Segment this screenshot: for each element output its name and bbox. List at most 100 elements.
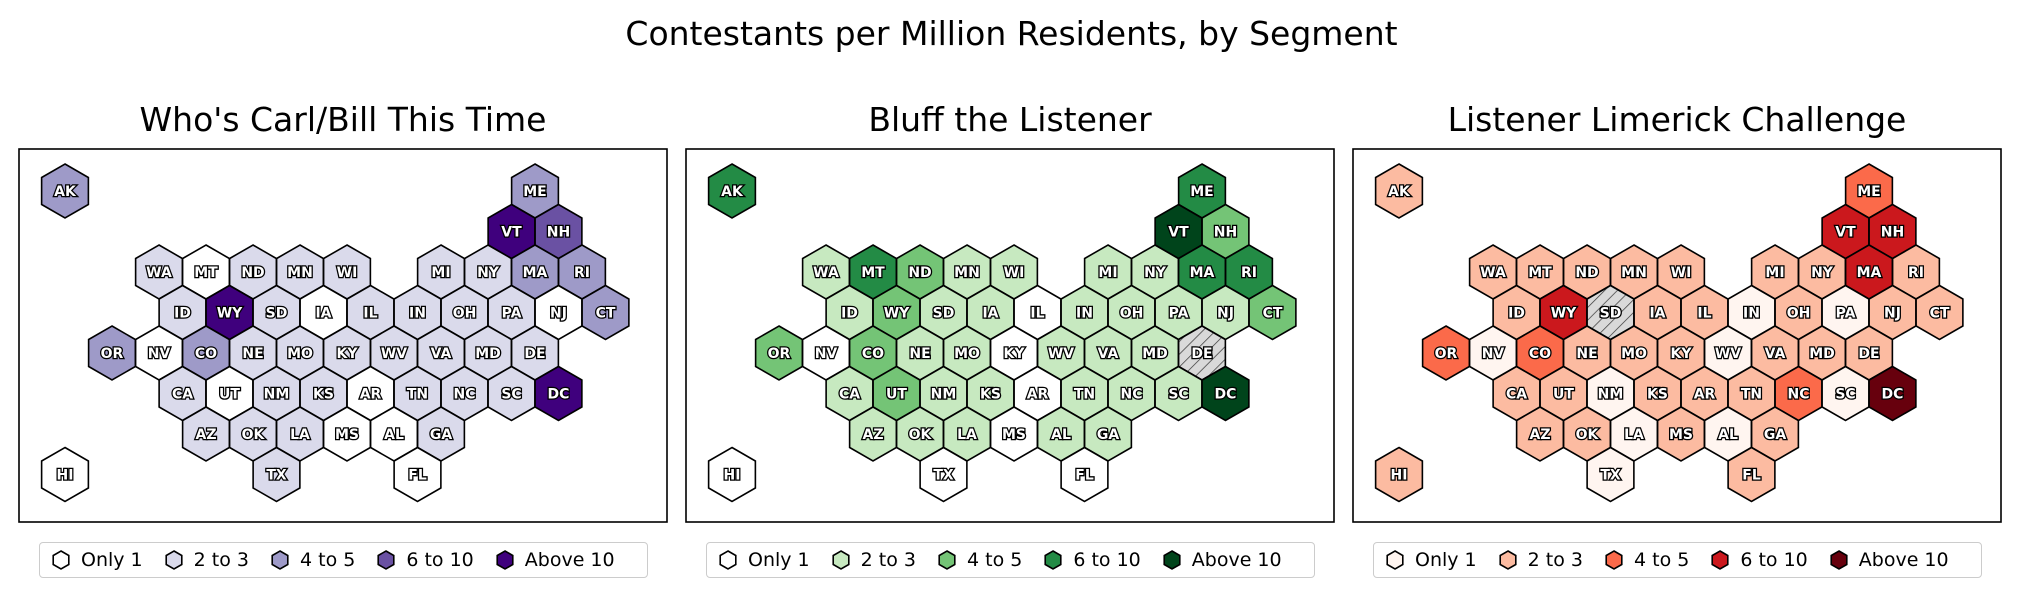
label-md-carl-bill: MD bbox=[475, 346, 501, 362]
hex-hi-carl-bill bbox=[40, 446, 90, 503]
label-ar-limerick: AR bbox=[1694, 387, 1716, 403]
label-az-bluff: AZ bbox=[863, 427, 884, 443]
hex-ct-bluff bbox=[1248, 284, 1297, 341]
legend-swatch bbox=[1044, 550, 1062, 570]
hex-dc-limerick bbox=[1868, 365, 1917, 422]
label-in-bluff: IN bbox=[1076, 306, 1093, 322]
label-tx-carl-bill: TX bbox=[266, 468, 287, 484]
label-wv-limerick: WV bbox=[1715, 346, 1741, 362]
label-wy-limerick: WY bbox=[1551, 306, 1577, 322]
label-vt-bluff: VT bbox=[1168, 225, 1189, 241]
hex-map-limerick: AK ME VT NH WA MT ND MN WI MI NY MA RI ID WY SD IA IL IN OH… bbox=[1352, 148, 2002, 523]
label-ar-bluff: AR bbox=[1027, 387, 1049, 403]
label-ga-limerick: GA bbox=[1764, 427, 1786, 443]
label-ok-carl-bill: OK bbox=[242, 427, 266, 443]
label-oh-carl-bill: OH bbox=[453, 306, 477, 322]
label-ar-carl-bill: AR bbox=[360, 387, 382, 403]
legend-label: 2 to 3 bbox=[860, 549, 916, 571]
hex-fl-limerick bbox=[1727, 446, 1776, 503]
label-hi-limerick: HI bbox=[1391, 468, 1408, 484]
label-ga-carl-bill: GA bbox=[430, 427, 452, 443]
legend-bluff: Only 1 2 to 3 4 to 5 6 to 10 Above 10 bbox=[706, 542, 1315, 578]
label-ne-carl-bill: NE bbox=[242, 346, 263, 362]
label-ks-carl-bill: KS bbox=[313, 387, 334, 403]
label-ma-bluff: MA bbox=[1190, 265, 1215, 281]
label-fl-carl-bill: FL bbox=[408, 468, 427, 484]
label-nj-carl-bill: NJ bbox=[550, 306, 567, 322]
legend-label: Above 10 bbox=[524, 549, 615, 571]
panel-title-carl-bill: Who's Carl/Bill This Time bbox=[139, 100, 547, 139]
hex-tx-bluff bbox=[919, 446, 968, 503]
panel-title-limerick: Listener Limerick Challenge bbox=[1447, 100, 1907, 139]
legend-swatch bbox=[165, 550, 183, 570]
label-ms-carl-bill: MS bbox=[335, 427, 359, 443]
label-oh-limerick: OH bbox=[1787, 306, 1811, 322]
legend-item: 6 to 10 bbox=[1042, 549, 1141, 571]
label-me-carl-bill: ME bbox=[523, 184, 547, 200]
label-ma-carl-bill: MA bbox=[523, 265, 548, 281]
label-or-bluff: OR bbox=[768, 346, 791, 362]
label-nd-carl-bill: ND bbox=[241, 265, 264, 281]
label-tx-limerick: TX bbox=[1600, 468, 1621, 484]
hex-ak-carl-bill bbox=[40, 163, 90, 219]
label-ri-bluff: RI bbox=[1241, 265, 1257, 281]
legend-swatch bbox=[832, 550, 850, 570]
label-mo-limerick: MO bbox=[1621, 346, 1647, 362]
legend-swatch bbox=[271, 550, 289, 570]
label-pa-bluff: PA bbox=[1169, 306, 1189, 322]
legend-label: 4 to 5 bbox=[967, 549, 1023, 571]
legend-label: 4 to 5 bbox=[300, 549, 356, 571]
label-or-limerick: OR bbox=[1435, 346, 1458, 362]
label-az-limerick: AZ bbox=[1530, 427, 1551, 443]
label-id-limerick: ID bbox=[1508, 306, 1525, 322]
legend-swatch bbox=[1163, 550, 1181, 570]
label-wa-carl-bill: WA bbox=[146, 265, 172, 281]
label-nv-bluff: NV bbox=[815, 346, 838, 362]
hex-ak-limerick bbox=[1374, 163, 1424, 219]
label-sc-carl-bill: SC bbox=[501, 387, 521, 403]
label-mt-carl-bill: MT bbox=[194, 265, 218, 281]
label-dc-limerick: DC bbox=[1882, 387, 1904, 403]
label-in-carl-bill: IN bbox=[409, 306, 426, 322]
label-ca-limerick: CA bbox=[1506, 387, 1527, 403]
label-wy-carl-bill: WY bbox=[217, 306, 243, 322]
label-va-carl-bill: VA bbox=[431, 346, 452, 362]
label-ne-bluff: NE bbox=[909, 346, 930, 362]
label-md-bluff: MD bbox=[1142, 346, 1168, 362]
figure-title: Contestants per Million Residents, by Se… bbox=[625, 14, 1398, 53]
hex-hi-bluff bbox=[707, 446, 757, 503]
label-la-limerick: LA bbox=[1624, 427, 1644, 443]
label-me-limerick: ME bbox=[1857, 184, 1881, 200]
legend-label: Only 1 bbox=[748, 549, 810, 571]
label-wi-bluff: WI bbox=[1004, 265, 1025, 281]
legend-label: Only 1 bbox=[81, 549, 143, 571]
label-ia-bluff: IA bbox=[982, 306, 998, 322]
label-ky-bluff: KY bbox=[1004, 346, 1026, 362]
label-ia-limerick: IA bbox=[1649, 306, 1665, 322]
legend-item: Only 1 bbox=[50, 549, 143, 571]
label-ky-limerick: KY bbox=[1671, 346, 1693, 362]
label-hi-bluff: HI bbox=[724, 468, 741, 484]
label-mn-limerick: MN bbox=[1621, 265, 1647, 281]
label-vt-carl-bill: VT bbox=[501, 225, 522, 241]
label-tn-bluff: TN bbox=[1074, 387, 1095, 403]
label-nc-bluff: NC bbox=[1121, 387, 1143, 403]
legend-swatch bbox=[719, 550, 737, 570]
legend-item: 4 to 5 bbox=[1603, 549, 1689, 571]
legend-label: 6 to 10 bbox=[1740, 549, 1808, 571]
label-mn-carl-bill: MN bbox=[287, 265, 313, 281]
label-dc-carl-bill: DC bbox=[548, 387, 570, 403]
label-hi-carl-bill: HI bbox=[57, 468, 74, 484]
legend-label: 6 to 10 bbox=[1073, 549, 1141, 571]
label-nj-bluff: NJ bbox=[1217, 306, 1234, 322]
label-az-carl-bill: AZ bbox=[196, 427, 217, 443]
label-tn-limerick: TN bbox=[1741, 387, 1762, 403]
hex-ct-carl-bill bbox=[581, 284, 630, 341]
legend-item: Above 10 bbox=[494, 549, 615, 571]
label-ak-limerick: AK bbox=[1388, 184, 1411, 200]
legend-item: Only 1 bbox=[1384, 549, 1477, 571]
label-nm-limerick: NM bbox=[1598, 387, 1624, 403]
legend-swatch bbox=[1386, 550, 1404, 570]
legend-label: Above 10 bbox=[1191, 549, 1282, 571]
legend-label: Only 1 bbox=[1415, 549, 1477, 571]
